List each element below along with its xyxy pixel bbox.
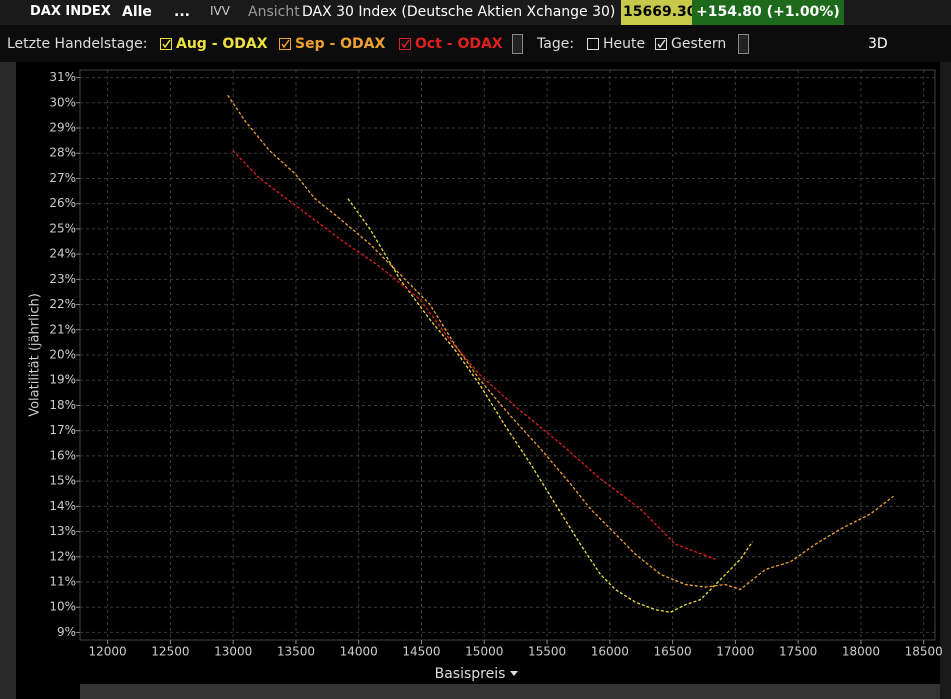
- left-scrollbar[interactable]: [0, 62, 16, 699]
- toolbar-label: Letzte Handelstage:: [7, 36, 148, 52]
- filter[interactable]: Alle: [122, 4, 152, 20]
- toolbar: Letzte Handelstage: Tage: 3D Aug - ODAX S…: [0, 25, 951, 62]
- description: DAX 30 Index (Deutsche Aktien Xchange 30…: [302, 4, 616, 20]
- chart: Volatilität (jährlich) Basispreis 9% 10% 1…: [0, 62, 951, 699]
- mode[interactable]: 3D: [868, 36, 888, 52]
- check: [657, 39, 666, 49]
- y-tick-label: 24%: [49, 247, 76, 261]
- y-tick-label: 19%: [49, 373, 76, 387]
- add-button[interactable]: [512, 34, 523, 54]
- checkbox[interactable]: [587, 38, 599, 50]
- check: [162, 39, 171, 49]
- dropdown-arrow[interactable]: [510, 671, 518, 676]
- y-tick-label: 22%: [49, 297, 76, 311]
- y-tick-label: 16%: [49, 448, 76, 462]
- checkbox[interactable]: [655, 38, 667, 50]
- exchange: IVV: [210, 4, 230, 18]
- x-tick-label: 12500: [151, 645, 189, 659]
- x-tick-label: 13500: [277, 645, 315, 659]
- check: [281, 39, 290, 49]
- day-toggle[interactable]: Gestern: [671, 36, 727, 52]
- x-tick-label: 18500: [905, 645, 943, 659]
- y-tick-label: 17%: [49, 423, 76, 437]
- more[interactable]: ...: [174, 4, 190, 20]
- x-tick-label: 12000: [89, 645, 127, 659]
- x-tick-label: 17500: [779, 645, 817, 659]
- price: 15669.30: [621, 0, 699, 25]
- series-line: [227, 94, 894, 591]
- check-mark: [657, 39, 666, 49]
- x-tick-label: 18000: [842, 645, 880, 659]
- series-line: [232, 150, 716, 560]
- y-tick-label: 27%: [49, 171, 76, 185]
- y-tick-label: 26%: [49, 196, 76, 210]
- y-tick-label: 25%: [49, 221, 76, 235]
- y-tick-label: 9%: [57, 625, 76, 639]
- x-tick-label: 16000: [591, 645, 629, 659]
- y-axis-label: Volatilität (jährlich): [28, 293, 43, 417]
- x-tick-label: 13000: [214, 645, 252, 659]
- checkbox[interactable]: [279, 38, 291, 50]
- x-tick-label: 14000: [340, 645, 378, 659]
- y-tick-label: 12%: [49, 549, 76, 563]
- y-tick-label: 11%: [49, 574, 76, 588]
- y-tick-label: 30%: [49, 95, 76, 109]
- y-tick-label: 20%: [49, 348, 76, 362]
- series-toggle[interactable]: Sep - ODAX: [295, 36, 386, 52]
- check: [401, 39, 410, 49]
- x-tick-label: 15500: [528, 645, 566, 659]
- check-mark: [401, 39, 410, 49]
- x-tick-label: 14500: [402, 645, 440, 659]
- x-tick-label: 16500: [654, 645, 692, 659]
- checkbox[interactable]: [160, 38, 172, 50]
- view[interactable]: Ansicht: [248, 4, 300, 20]
- day-toggle[interactable]: Heute: [603, 36, 646, 52]
- symbol[interactable]: DAX INDEX: [30, 4, 111, 19]
- y-tick-label: 13%: [49, 524, 76, 538]
- series-toggle[interactable]: Aug - ODAX: [176, 36, 268, 52]
- x-tick-label: 17000: [716, 645, 754, 659]
- header-bar: DAX INDEX Alle ... IVV Ansicht DAX 30 In…: [0, 0, 951, 25]
- y-tick-label: 15%: [49, 474, 76, 488]
- days-label: Tage:: [537, 36, 575, 52]
- bottom-scrollbar[interactable]: [80, 684, 940, 699]
- series-toggle[interactable]: Oct - ODAX: [415, 36, 503, 52]
- y-tick-label: 10%: [49, 600, 76, 614]
- check-mark: [162, 39, 171, 49]
- y-tick-label: 21%: [49, 322, 76, 336]
- y-tick-label: 29%: [49, 121, 76, 135]
- x-tick-label: 15000: [465, 645, 503, 659]
- add-button[interactable]: [738, 34, 749, 54]
- y-tick-label: 31%: [49, 70, 76, 84]
- change: +154.80 (+1.00%): [692, 0, 844, 25]
- checkbox[interactable]: [399, 38, 411, 50]
- side-panel: [940, 62, 951, 699]
- y-tick-label: 18%: [49, 398, 76, 412]
- series-line: [347, 198, 753, 613]
- y-tick-label: 14%: [49, 499, 76, 513]
- y-tick-label: 23%: [49, 272, 76, 286]
- check-mark: [281, 39, 290, 49]
- x-axis-label[interactable]: Basispreis: [435, 666, 506, 682]
- y-tick-label: 28%: [49, 146, 76, 160]
